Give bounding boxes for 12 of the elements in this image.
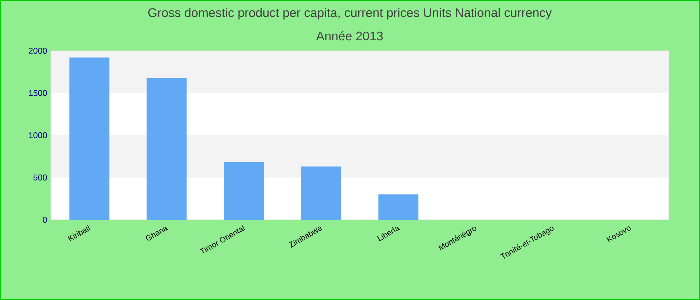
chart-subtitle: Année 2013 xyxy=(316,31,384,41)
y-tick-label: 1000 xyxy=(29,132,48,138)
bar xyxy=(70,58,110,220)
bar xyxy=(378,194,419,220)
y-tick-label: 1500 xyxy=(29,90,48,96)
y-tick-label: 500 xyxy=(34,174,48,181)
bar xyxy=(301,166,342,220)
bar xyxy=(224,162,264,220)
y-tick-label: 2000 xyxy=(29,48,48,54)
bar xyxy=(146,78,187,220)
y-tick-label: 0 xyxy=(43,217,48,223)
chart-title: Gross domestic product per capita, current prices Units National currency xyxy=(148,8,552,20)
